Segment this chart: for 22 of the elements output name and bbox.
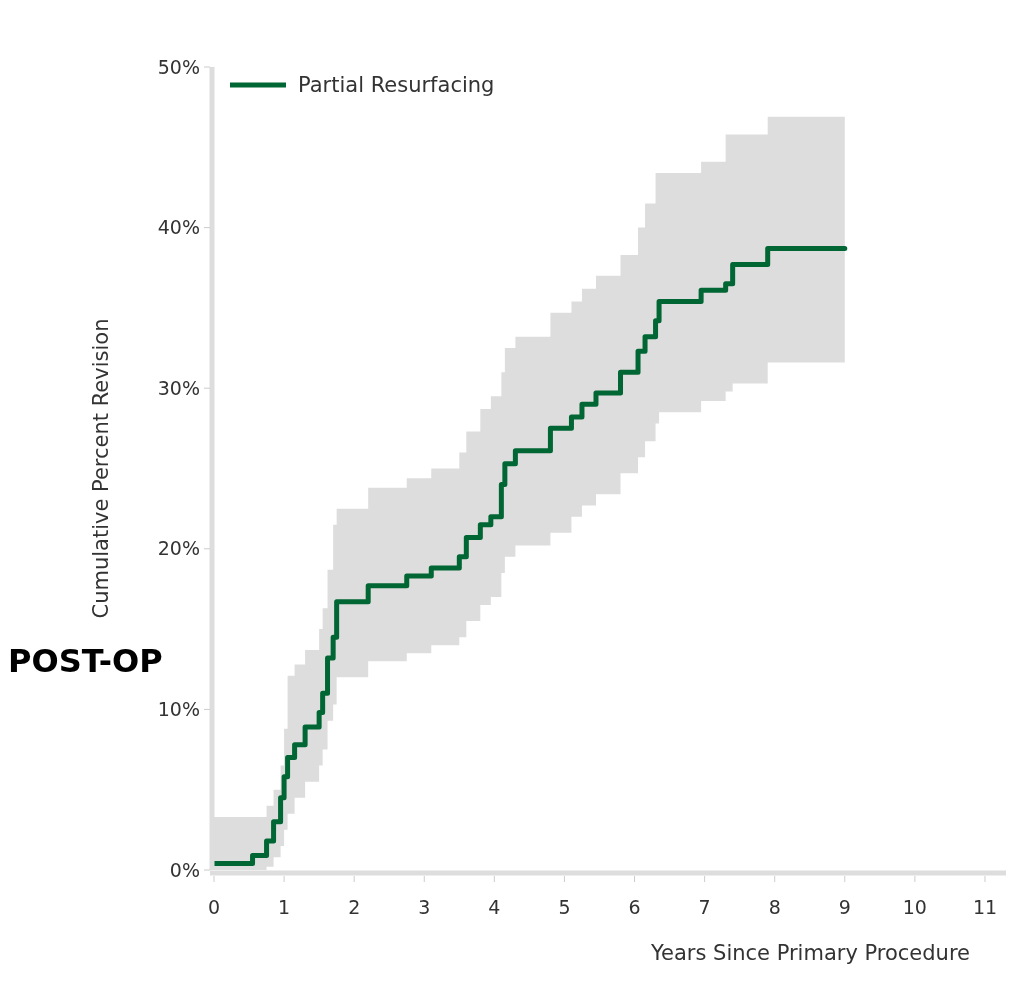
x-tick-label: 5 [558,896,571,918]
x-tick-label: 10 [902,896,927,918]
x-tick-label: 2 [348,896,361,918]
y-tick-label: 40% [157,216,200,239]
x-axis-title: Years Since Primary Procedure [649,941,970,965]
x-tick-label: 4 [488,896,501,918]
text: POST-OP [8,642,163,680]
y-tick-label: 0% [169,858,200,881]
x-tick-label: 0 [207,896,221,918]
x-tick-label: 3 [418,896,431,918]
legend-label: Partial Resurfacing [298,73,495,98]
y-tick-label: 50% [157,55,200,78]
x-tick-label: 6 [628,896,641,918]
x-tick-label: 8 [768,896,781,918]
y-tick-label: 20% [157,537,200,560]
y-axis-title: Cumulative Percent Revision [89,318,113,619]
x-tick-label: 7 [698,896,711,918]
x-tick-label: 1 [278,896,291,918]
x-tick-label: 9 [838,896,851,918]
y-tick-label: 30% [157,376,200,399]
y-tick-label: 10% [157,698,200,721]
x-tick-label: 11 [972,896,998,918]
